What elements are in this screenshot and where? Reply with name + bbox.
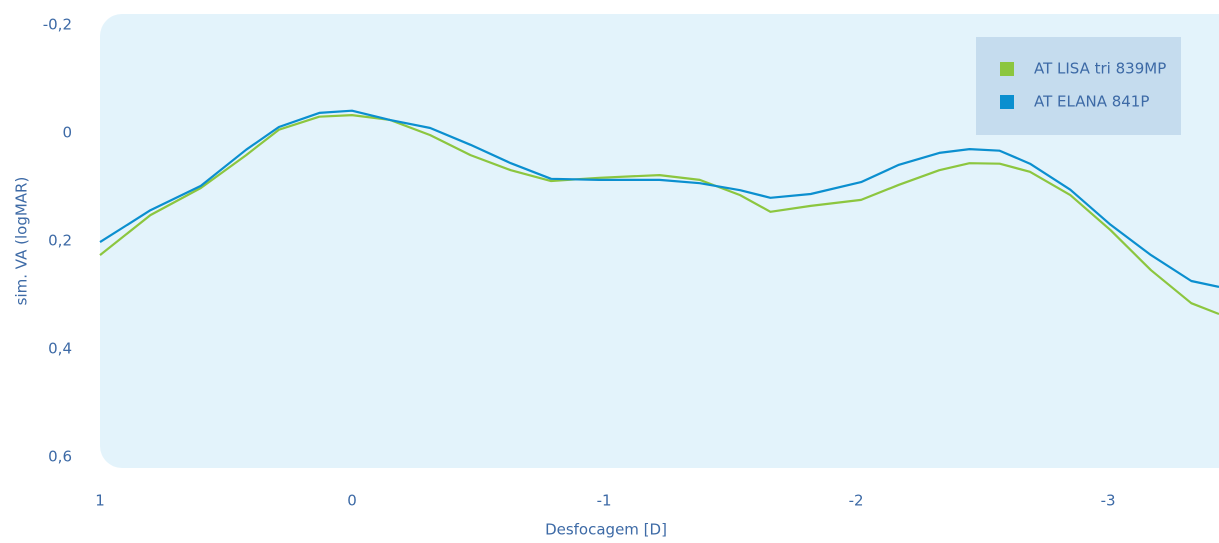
legend-box xyxy=(976,37,1181,135)
series-line xyxy=(99,114,1219,316)
x-tick-label: -1 xyxy=(597,492,612,510)
legend-swatch xyxy=(1000,62,1014,76)
x-axis-label: Desfocagem [D] xyxy=(545,521,667,539)
x-tick-label: -2 xyxy=(849,492,864,510)
x-tick-label: 1 xyxy=(95,492,105,510)
x-tick-label: 0 xyxy=(347,492,357,510)
y-tick-label: 0,6 xyxy=(48,448,72,466)
plot-background xyxy=(100,14,1219,468)
legend-label: AT ELANA 841P xyxy=(1034,93,1149,111)
y-tick-label: -0,2 xyxy=(43,15,72,33)
y-tick-label: 0,4 xyxy=(48,340,72,358)
y-axis-label: sim. VA (logMAR) xyxy=(13,177,31,306)
legend-label: AT LISA tri 839MP xyxy=(1034,60,1166,78)
legend-swatch xyxy=(1000,95,1014,109)
x-tick-label: -3 xyxy=(1101,492,1116,510)
y-tick-label: 0,2 xyxy=(48,232,72,250)
y-tick-label: 0 xyxy=(62,123,72,141)
series-line xyxy=(99,109,1219,288)
